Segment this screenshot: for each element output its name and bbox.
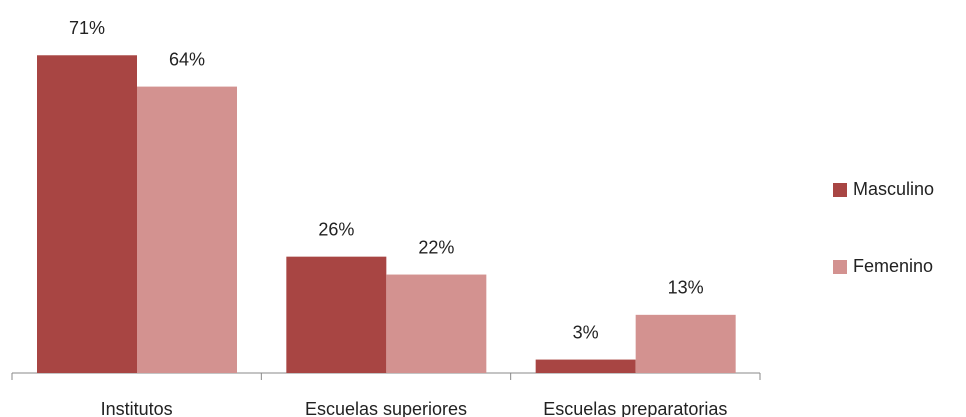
bar <box>635 314 736 373</box>
legend-swatch <box>833 260 847 274</box>
x-tick-label: Escuelas preparatorias <box>543 399 727 417</box>
value-label: 64% <box>169 49 205 69</box>
bar <box>286 256 387 373</box>
bar <box>137 86 237 373</box>
x-tick-label: Escuelas superiores <box>305 399 467 417</box>
value-label: 71% <box>69 18 105 38</box>
value-label: 3% <box>573 322 599 342</box>
legend-label: Femenino <box>853 256 933 276</box>
x-tick-label: Institutos <box>101 399 173 417</box>
legend-label: Masculino <box>853 179 934 199</box>
value-label: 13% <box>668 278 704 298</box>
bar <box>535 359 636 373</box>
value-label: 26% <box>318 219 354 239</box>
bar <box>386 274 487 373</box>
legend-swatch <box>833 183 847 197</box>
value-label: 22% <box>418 237 454 257</box>
bar <box>37 55 137 374</box>
